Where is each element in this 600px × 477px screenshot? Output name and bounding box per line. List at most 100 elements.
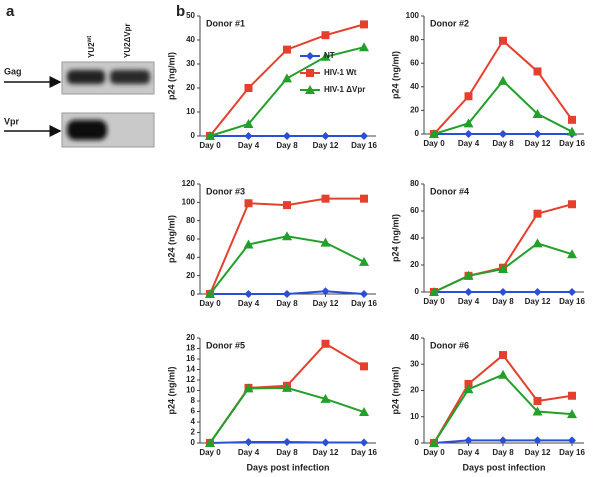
y-tick-label: 8: [191, 396, 196, 405]
marker: [321, 132, 330, 140]
marker: [533, 288, 542, 296]
y-tick-label: 10: [186, 386, 195, 395]
marker: [568, 436, 576, 445]
x-tick-label: Day 4: [238, 141, 260, 150]
row-label: Gag: [4, 66, 22, 76]
y-tick-label: 0: [415, 129, 420, 138]
lane-label: YU2ΔVpr: [123, 23, 132, 58]
marker: [499, 351, 507, 360]
marker: [282, 73, 292, 83]
marker: [360, 438, 368, 447]
marker: [463, 118, 474, 128]
marker: [464, 436, 473, 445]
marker: [283, 45, 291, 54]
marker: [282, 231, 292, 241]
y-tick-label: 20: [410, 106, 419, 115]
chart-title: Donor #1: [206, 18, 245, 28]
chart-title: Donor #6: [430, 340, 469, 350]
x-tick-label: Day 16: [559, 139, 585, 148]
marker: [244, 84, 253, 92]
band: [110, 70, 150, 84]
x-tick-label: Day 12: [313, 299, 339, 308]
x-tick-label: Day 0: [199, 141, 221, 150]
x-axis-label: Days post infection: [462, 462, 545, 472]
marker: [498, 369, 508, 379]
x-tick-label: Day 0: [199, 448, 221, 457]
marker: [360, 194, 368, 203]
marker: [359, 42, 369, 52]
y-tick-label: 14: [186, 365, 195, 374]
x-tick-label: Day 12: [525, 448, 551, 457]
chart-title: Donor #3: [206, 186, 245, 196]
marker: [360, 20, 368, 29]
marker: [320, 51, 331, 61]
marker: [243, 239, 254, 249]
marker: [568, 391, 576, 400]
marker: [283, 437, 291, 446]
x-tick-label: Day 4: [238, 448, 260, 457]
marker: [205, 131, 215, 140]
y-axis-label: p24 (ng/ml): [390, 214, 400, 262]
y-tick-label: 10: [186, 107, 195, 116]
x-tick-label: Day 8: [492, 139, 514, 148]
y-tick-label: 16: [186, 354, 195, 363]
x-tick-label: Day 8: [492, 297, 514, 306]
panel-label: b: [176, 3, 185, 20]
y-tick-label: 40: [410, 233, 419, 242]
y-tick-label: 0: [415, 438, 420, 447]
band: [67, 120, 107, 140]
y-tick-label: 80: [410, 179, 419, 188]
x-tick-label: Day 4: [458, 139, 480, 148]
marker: [429, 287, 439, 296]
marker: [532, 406, 543, 416]
marker: [567, 126, 577, 136]
x-tick-label: Day 16: [559, 448, 585, 457]
marker: [463, 270, 474, 280]
x-tick-label: Day 12: [525, 297, 551, 306]
series-line: [433, 373, 573, 444]
x-tick-label: Day 0: [423, 448, 445, 457]
marker: [429, 129, 439, 138]
y-tick-label: 2: [191, 428, 196, 437]
marker: [533, 130, 542, 138]
x-tick-label: Day 8: [276, 299, 298, 308]
legend-label: HIV-1 Wt: [324, 68, 357, 77]
marker: [321, 438, 330, 447]
y-tick-label: 50: [186, 11, 195, 20]
marker: [567, 409, 577, 419]
x-tick-label: Day 16: [351, 448, 377, 457]
marker: [568, 200, 576, 209]
x-tick-label: Day 12: [313, 141, 339, 150]
marker: [205, 289, 215, 298]
chart-title: Donor #4: [430, 186, 469, 196]
marker: [532, 238, 543, 248]
marker: [244, 132, 253, 140]
panel-label: a: [6, 3, 15, 20]
marker: [464, 92, 473, 101]
x-tick-label: Day 16: [351, 141, 377, 150]
marker: [568, 115, 576, 124]
y-tick-label: 80: [186, 216, 195, 225]
band: [67, 70, 105, 84]
marker: [244, 199, 253, 208]
marker: [283, 201, 291, 210]
marker: [359, 256, 369, 266]
series-line: [209, 235, 365, 295]
series-line: [433, 353, 573, 444]
y-tick-label: 6: [191, 407, 196, 416]
y-axis-label: p24 (ng/ml): [166, 366, 176, 414]
y-tick-label: 20: [410, 260, 419, 269]
y-tick-label: 40: [186, 252, 195, 261]
y-tick-label: 10: [410, 412, 419, 421]
y-axis-label: p24 (ng/ml): [166, 215, 176, 263]
marker: [498, 264, 508, 274]
marker: [244, 290, 253, 298]
marker: [499, 36, 507, 45]
marker: [305, 85, 315, 94]
marker: [321, 339, 330, 348]
marker: [283, 290, 291, 298]
y-tick-label: 20: [186, 333, 195, 342]
marker: [429, 438, 439, 447]
marker: [306, 52, 314, 60]
marker: [499, 288, 507, 296]
